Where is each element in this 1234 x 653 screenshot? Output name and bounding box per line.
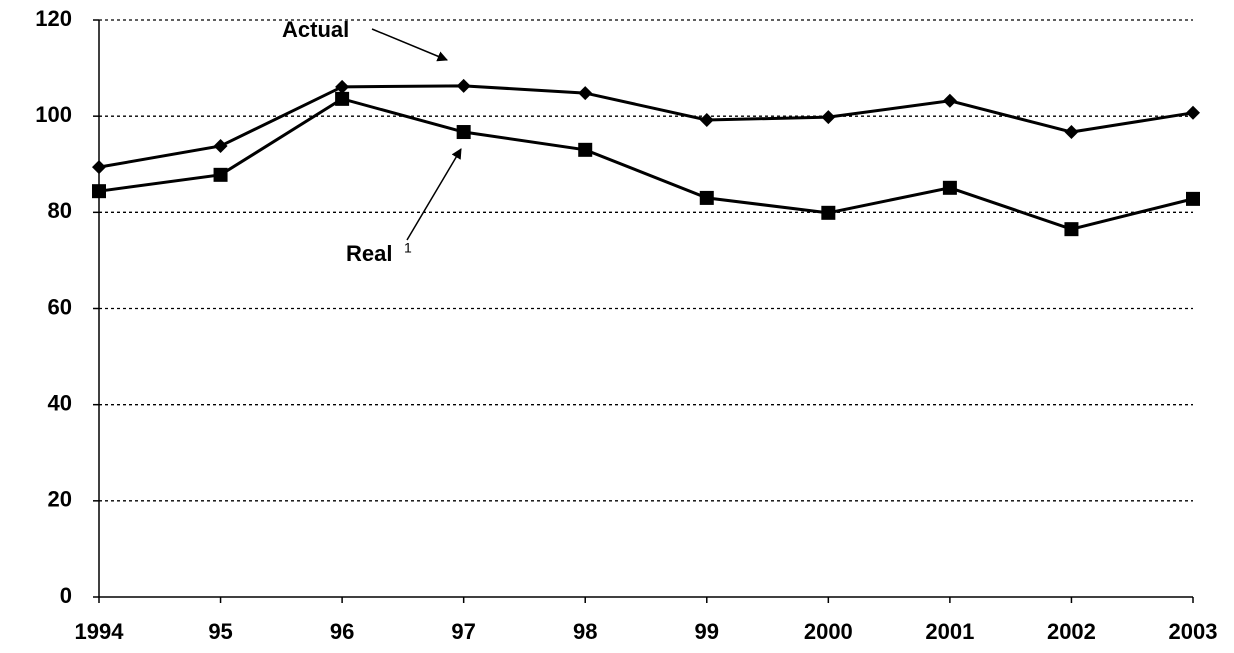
marker <box>942 93 957 108</box>
marker <box>92 184 106 199</box>
y-tick-label: 100 <box>35 102 72 127</box>
annotation-arrow <box>371 28 448 62</box>
y-tick-label: 20 <box>48 487 72 512</box>
x-tick-label: 2002 <box>1047 619 1096 644</box>
marker <box>821 205 836 220</box>
marker <box>456 125 471 140</box>
y-tick-label: 80 <box>48 198 72 223</box>
x-tick-label: 2001 <box>925 619 974 644</box>
marker <box>1186 105 1200 120</box>
marker <box>699 113 714 128</box>
y-tick-label: 40 <box>48 390 72 415</box>
marker <box>578 142 593 157</box>
x-tick-label: 2003 <box>1169 619 1218 644</box>
y-tick-label: 0 <box>60 583 72 608</box>
marker <box>213 167 228 182</box>
annotation: Actual <box>282 17 349 42</box>
annotation-arrow <box>406 148 462 241</box>
marker <box>335 79 350 94</box>
x-tick-label: 97 <box>451 619 475 644</box>
marker <box>578 86 593 101</box>
series-line <box>98 97 1194 231</box>
marker <box>1064 222 1079 237</box>
marker <box>1186 191 1200 206</box>
marker <box>699 190 714 205</box>
marker <box>456 78 471 93</box>
y-tick-label: 60 <box>48 294 72 319</box>
marker <box>821 110 836 125</box>
marker <box>335 91 350 106</box>
annotation: Real <box>346 241 392 266</box>
x-tick-label: 98 <box>573 619 597 644</box>
x-tick-label: 1994 <box>75 619 125 644</box>
y-tick-label: 120 <box>35 6 72 31</box>
x-tick-label: 99 <box>695 619 719 644</box>
x-tick-label: 95 <box>208 619 232 644</box>
marker <box>92 160 106 175</box>
x-tick-label: 2000 <box>804 619 853 644</box>
series-line <box>98 84 1194 169</box>
marker <box>942 180 957 195</box>
marker <box>1064 125 1079 140</box>
annotation-superscript: 1 <box>404 240 412 256</box>
x-tick-label: 96 <box>330 619 354 644</box>
marker <box>213 138 228 153</box>
